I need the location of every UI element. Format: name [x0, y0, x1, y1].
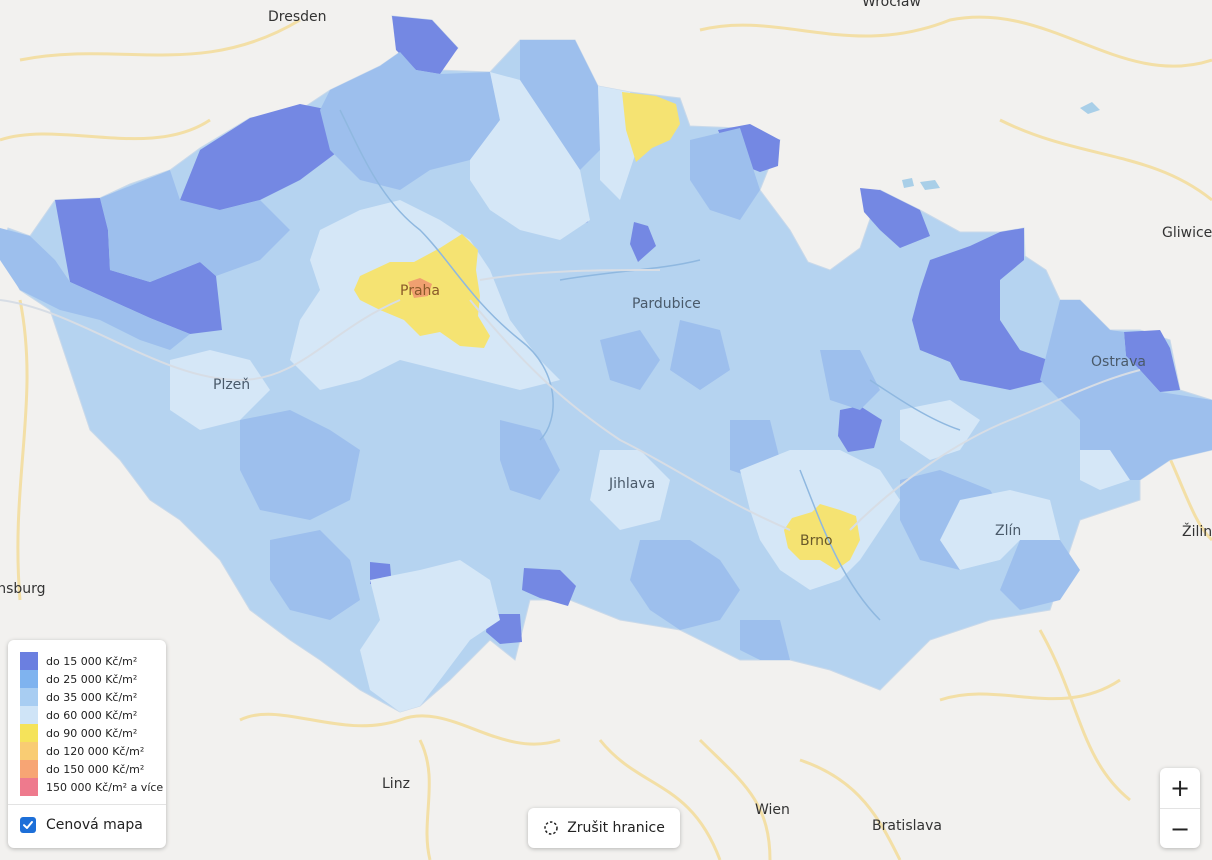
- city-label: Jihlava: [608, 476, 655, 492]
- legend-item: do 150 000 Kč/m²: [8, 760, 166, 778]
- clear-boundary-button[interactable]: Zrušit hranice: [528, 808, 680, 848]
- legend-label: 150 000 Kč/m² a více: [46, 780, 164, 794]
- legend-item: do 60 000 Kč/m²: [8, 706, 166, 724]
- city-labels-inside: Praha Pardubice Plzeň Ostrava Jihlava Br…: [213, 283, 1146, 549]
- checkbox-checked-icon[interactable]: [20, 817, 36, 833]
- legend-swatch: [20, 688, 38, 706]
- legend-label: do 120 000 Kč/m²: [46, 744, 145, 758]
- city-label: Wien: [755, 802, 790, 818]
- legend-label: do 90 000 Kč/m²: [46, 726, 138, 740]
- legend-item: do 35 000 Kč/m²: [8, 688, 166, 706]
- legend-divider: [8, 804, 166, 805]
- city-label: Ostrava: [1091, 354, 1146, 370]
- city-label: Bratislava: [872, 818, 942, 834]
- legend-swatch: [20, 670, 38, 688]
- price-map-toggle-label: Cenová mapa: [46, 817, 143, 833]
- roads: [0, 15, 1212, 860]
- legend-swatch: [20, 652, 38, 670]
- legend-item: do 90 000 Kč/m²: [8, 724, 166, 742]
- legend-item: 150 000 Kč/m² a více: [8, 778, 166, 796]
- city-label: Brno: [800, 533, 833, 549]
- city-label: Plzeň: [213, 377, 250, 393]
- legend-swatch: [20, 742, 38, 760]
- city-label: Regensburg: [0, 581, 46, 597]
- legend-item: do 120 000 Kč/m²: [8, 742, 166, 760]
- price-legend: do 15 000 Kč/m² do 25 000 Kč/m² do 35 00…: [8, 640, 166, 848]
- legend-item: do 25 000 Kč/m²: [8, 670, 166, 688]
- highways: [0, 269, 1141, 531]
- city-label: Linz: [382, 776, 410, 792]
- city-label: Pardubice: [632, 296, 701, 312]
- legend-label: do 15 000 Kč/m²: [46, 654, 138, 668]
- clear-boundary-label: Zrušit hranice: [567, 820, 665, 836]
- legend-swatch: [20, 760, 38, 778]
- regions-25k[interactable]: [0, 40, 1212, 660]
- price-map-toggle[interactable]: Cenová mapa: [8, 805, 166, 845]
- legend-label: do 25 000 Kč/m²: [46, 672, 138, 686]
- legend-label: do 35 000 Kč/m²: [46, 690, 138, 704]
- city-label-praha: Praha: [400, 283, 440, 299]
- legend-swatch: [20, 778, 38, 796]
- legend-label: do 150 000 Kč/m²: [46, 762, 145, 776]
- city-labels-outside: Dresden Wrocław Gliwice Žilina Regensbur…: [0, 0, 1212, 834]
- legend-item: do 15 000 Kč/m²: [8, 652, 166, 670]
- legend-swatch: [20, 724, 38, 742]
- zoom-out-button[interactable]: −: [1160, 808, 1200, 848]
- city-label: Zlín: [995, 523, 1021, 539]
- city-label: Dresden: [268, 9, 327, 25]
- regions-150k[interactable]: [408, 278, 432, 298]
- legend-label: do 60 000 Kč/m²: [46, 708, 138, 722]
- legend-swatch: [20, 706, 38, 724]
- city-label: Wrocław: [862, 0, 921, 10]
- water: [902, 102, 1100, 190]
- zoom-in-button[interactable]: +: [1169, 774, 1191, 802]
- dashed-circle-icon: [544, 821, 558, 835]
- zoom-controls: + −: [1160, 768, 1200, 848]
- city-label: Žilina: [1182, 522, 1212, 540]
- city-label: Gliwice: [1162, 225, 1212, 241]
